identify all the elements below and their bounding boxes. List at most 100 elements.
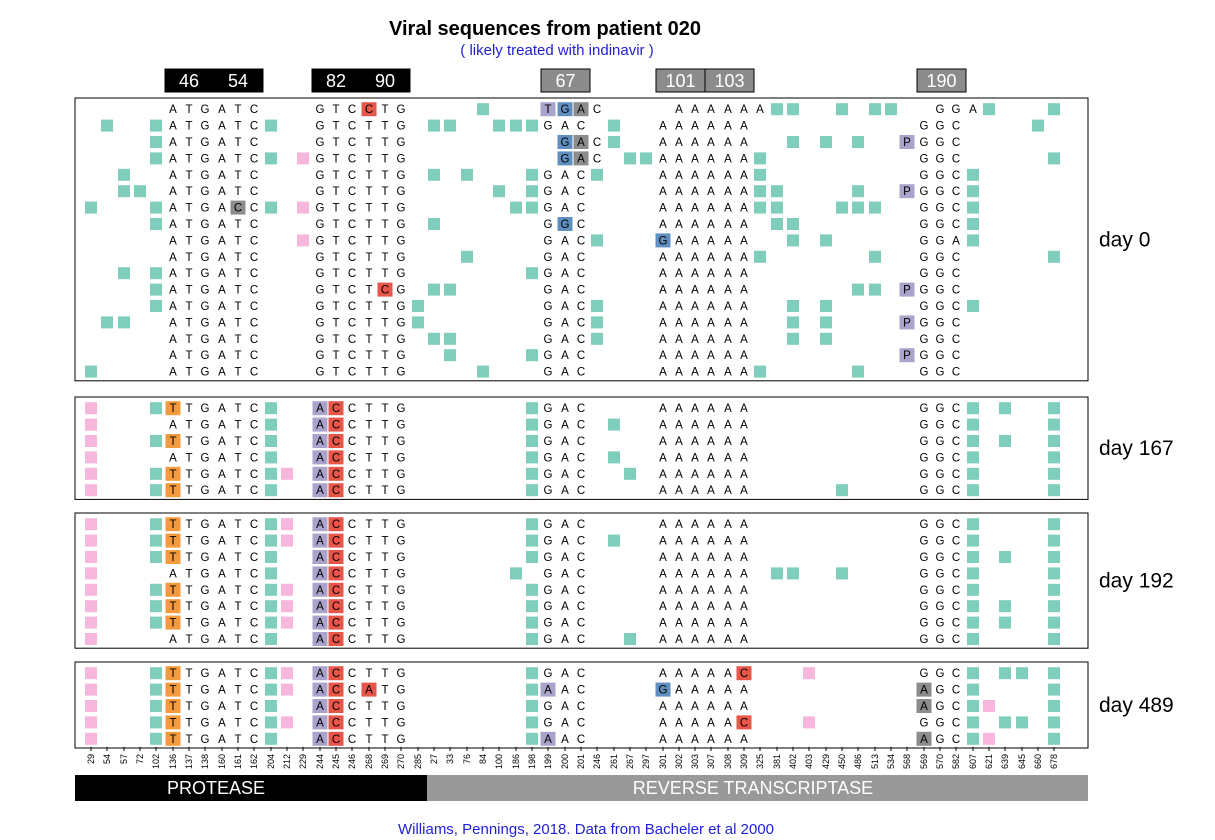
mutation-highlight: [328, 666, 344, 681]
nucleotide: C: [577, 734, 585, 746]
nucleotide: A: [707, 403, 715, 415]
nucleotide: G: [316, 334, 325, 346]
nucleotide: C: [952, 469, 960, 481]
nucleotide: G: [397, 203, 406, 215]
nucleotide: C: [332, 685, 340, 697]
mutation-highlight: [165, 682, 181, 697]
nucleotide: T: [234, 285, 241, 297]
nucleotide: A: [691, 235, 699, 247]
mutation-highlight: [328, 566, 344, 581]
nucleotide: C: [952, 403, 960, 415]
nucleotide: A: [218, 618, 226, 630]
nucleotide: G: [920, 436, 929, 448]
nucleotide: A: [707, 452, 715, 464]
nonsyn-cell: [526, 732, 538, 745]
nucleotide: C: [250, 268, 258, 280]
nucleotide: T: [332, 301, 339, 313]
nucleotide: A: [659, 403, 667, 415]
nucleotide: A: [740, 634, 748, 646]
nonsyn-cell: [134, 185, 146, 198]
position-label: 297: [641, 754, 651, 769]
nucleotide: A: [724, 121, 732, 133]
nucleotide: A: [659, 618, 667, 630]
nucleotide: T: [185, 436, 192, 448]
nucleotide: C: [234, 203, 242, 215]
mutation-highlight: [328, 599, 344, 614]
nonsyn-cell: [1048, 583, 1060, 596]
nucleotide: C: [348, 186, 356, 198]
nucleotide: A: [218, 420, 226, 432]
nucleotide: A: [740, 519, 748, 531]
nucleotide: G: [201, 734, 210, 746]
nucleotide: G: [316, 317, 325, 329]
position-label: 212: [282, 754, 292, 769]
nucleotide: A: [740, 235, 748, 247]
nucleotide: C: [348, 618, 356, 630]
nucleotide: A: [691, 186, 699, 198]
nucleotide: C: [577, 170, 585, 182]
nucleotide: G: [920, 219, 929, 231]
nonsyn-cell: [428, 119, 440, 132]
nucleotide: A: [659, 317, 667, 329]
nucleotide: A: [691, 268, 699, 280]
nucleotide: T: [169, 601, 176, 613]
nucleotide: A: [316, 618, 324, 630]
nucleotide: T: [169, 403, 176, 415]
nucleotide: A: [675, 285, 683, 297]
nucleotide: A: [740, 350, 748, 362]
mutation-highlight: [165, 615, 181, 630]
nucleotide: A: [724, 153, 732, 165]
nucleotide: G: [544, 186, 553, 198]
nucleotide: C: [250, 285, 258, 297]
nucleotide: A: [659, 536, 667, 548]
nucleotide: G: [201, 403, 210, 415]
nucleotide: G: [201, 350, 210, 362]
nucleotide: T: [185, 601, 192, 613]
nucleotide: C: [952, 252, 960, 264]
nucleotide: C: [250, 536, 258, 548]
nucleotide: C: [332, 420, 340, 432]
nucleotide: T: [381, 235, 388, 247]
nucleotide: A: [659, 568, 667, 580]
nucleotide: G: [920, 717, 929, 729]
nucleotide: A: [707, 568, 715, 580]
nonsyn-cell: [836, 567, 848, 580]
nucleotide: A: [218, 268, 226, 280]
nucleotide: G: [936, 717, 945, 729]
nucleotide: G: [201, 552, 210, 564]
nucleotide: P: [903, 137, 911, 149]
nucleotide: G: [544, 601, 553, 613]
nucleotide: A: [691, 568, 699, 580]
nonsyn-cell: [150, 600, 162, 613]
nonsyn-cell: [150, 518, 162, 531]
nucleotide: A: [707, 420, 715, 432]
nucleotide: T: [185, 317, 192, 329]
nucleotide: T: [234, 252, 241, 264]
mutation-highlight: [312, 517, 328, 532]
nonsyn-cell: [787, 103, 799, 116]
nucleotide: A: [675, 536, 683, 548]
nucleotide: G: [397, 317, 406, 329]
nonsyn-cell: [999, 600, 1011, 613]
position-label: 402: [788, 754, 798, 769]
nucleotide: T: [185, 153, 192, 165]
nucleotide: C: [577, 618, 585, 630]
nucleotide: A: [169, 350, 177, 362]
nucleotide: T: [365, 153, 372, 165]
figure-title: Viral sequences from patient 020: [389, 18, 701, 40]
nucleotide: T: [185, 203, 192, 215]
codon-label: 67: [555, 71, 575, 91]
nucleotide: C: [250, 601, 258, 613]
nucleotide: T: [332, 170, 339, 182]
syn-cell: [803, 716, 815, 729]
nucleotide: G: [201, 519, 210, 531]
nucleotide: A: [218, 203, 226, 215]
nucleotide: T: [185, 469, 192, 481]
nucleotide: G: [397, 268, 406, 280]
nucleotide: T: [365, 219, 372, 231]
nonsyn-cell: [526, 402, 538, 415]
nucleotide: G: [936, 601, 945, 613]
nucleotide: G: [201, 601, 210, 613]
syn-cell: [85, 732, 97, 745]
nucleotide: A: [740, 252, 748, 264]
